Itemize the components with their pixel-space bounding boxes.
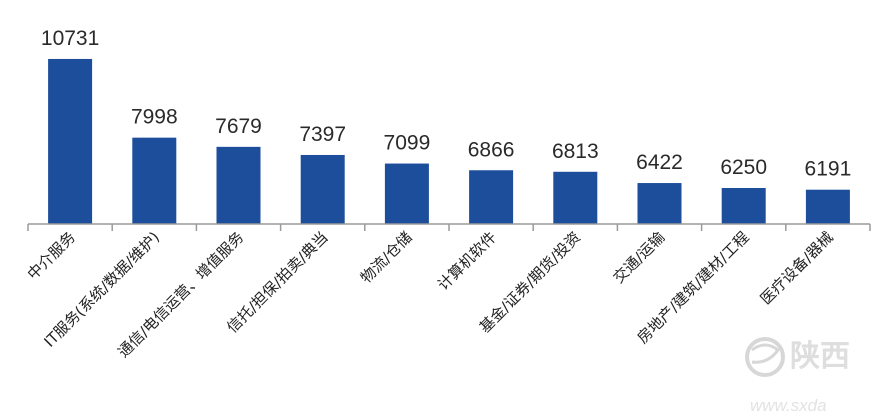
- watermark-brand: 陕西: [790, 340, 850, 373]
- category-tick-label: 医疗设备/器械: [757, 228, 837, 308]
- bar-value-label: 6422: [636, 151, 683, 174]
- bar-value-label: 6250: [720, 156, 767, 179]
- bar: [553, 171, 598, 224]
- bar: [384, 163, 429, 224]
- bar-value-label: 6813: [552, 140, 599, 163]
- bar-value-label: 7099: [384, 132, 431, 155]
- bar: [805, 189, 850, 224]
- bar-value-label: 7998: [131, 106, 178, 129]
- bar-value-label: 10731: [41, 27, 99, 50]
- bar-value-label: 6191: [805, 158, 852, 181]
- bar: [300, 154, 345, 224]
- bar-value-label: 7679: [215, 115, 262, 138]
- category-tick-label: 计算机软件: [434, 228, 500, 294]
- bar: [469, 170, 514, 224]
- bar-value-label: 7397: [299, 123, 346, 146]
- bar: [48, 58, 93, 224]
- watermark: 陕西 www.sxda: [745, 337, 850, 415]
- watermark-logo-icon: [745, 337, 785, 377]
- category-tick-label: 中介服务: [24, 228, 79, 283]
- bar: [216, 146, 261, 224]
- category-tick-label: 物流/仓储: [357, 228, 416, 287]
- bar-value-label: 6866: [468, 138, 515, 161]
- watermark-url: www.sxda: [750, 396, 827, 415]
- bar: [132, 137, 177, 224]
- bar: [721, 188, 766, 224]
- bar: [637, 183, 682, 224]
- category-tick-label: 交通/运输: [610, 228, 669, 287]
